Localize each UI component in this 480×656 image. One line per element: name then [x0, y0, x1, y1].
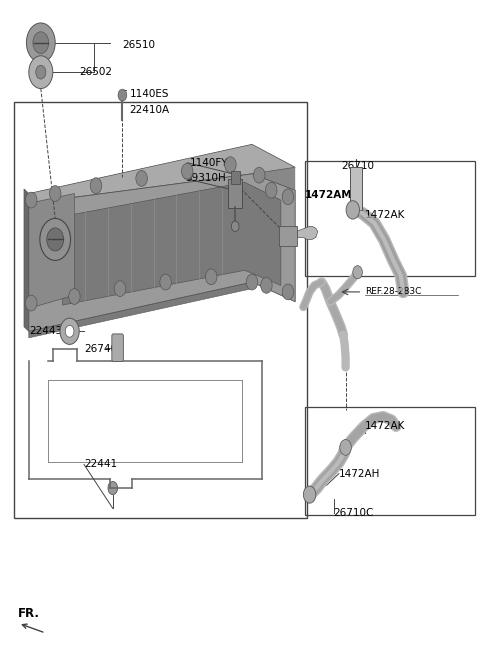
- Circle shape: [49, 186, 61, 201]
- Circle shape: [36, 65, 46, 79]
- Circle shape: [40, 218, 71, 260]
- Circle shape: [118, 89, 127, 101]
- Text: 22441: 22441: [84, 459, 117, 470]
- Circle shape: [353, 266, 362, 279]
- FancyBboxPatch shape: [228, 179, 242, 208]
- FancyBboxPatch shape: [350, 167, 362, 210]
- Circle shape: [33, 31, 49, 53]
- Text: 1472AM: 1472AM: [305, 190, 353, 201]
- Circle shape: [225, 157, 236, 173]
- Text: 26502: 26502: [79, 67, 112, 77]
- Polygon shape: [29, 282, 252, 338]
- Polygon shape: [29, 144, 295, 331]
- Circle shape: [253, 167, 265, 183]
- Circle shape: [90, 178, 102, 194]
- FancyBboxPatch shape: [279, 226, 297, 246]
- Polygon shape: [24, 189, 29, 331]
- Circle shape: [29, 56, 53, 89]
- FancyBboxPatch shape: [112, 334, 123, 361]
- Text: 1472AK: 1472AK: [365, 210, 405, 220]
- Bar: [305, 407, 475, 515]
- Text: 1140ES: 1140ES: [130, 89, 169, 99]
- Bar: [14, 102, 307, 518]
- Circle shape: [114, 281, 126, 297]
- Circle shape: [26, 23, 55, 62]
- FancyBboxPatch shape: [231, 171, 240, 184]
- Text: 22410A: 22410A: [130, 105, 170, 115]
- Circle shape: [282, 189, 294, 205]
- Circle shape: [69, 289, 80, 304]
- Circle shape: [25, 192, 37, 208]
- Circle shape: [303, 486, 316, 503]
- Text: 22443B: 22443B: [29, 326, 69, 337]
- Circle shape: [282, 284, 294, 300]
- Text: 26710: 26710: [341, 161, 374, 171]
- Circle shape: [181, 163, 193, 179]
- Polygon shape: [29, 144, 295, 203]
- Text: 1140FY: 1140FY: [190, 157, 228, 168]
- Circle shape: [65, 325, 74, 337]
- Polygon shape: [62, 182, 281, 305]
- Circle shape: [346, 201, 360, 219]
- Text: 39310H: 39310H: [185, 173, 226, 184]
- Text: 26510: 26510: [122, 39, 156, 50]
- Text: 1472AH: 1472AH: [339, 468, 380, 479]
- Bar: [305, 161, 475, 276]
- Text: 26740: 26740: [84, 344, 117, 354]
- Polygon shape: [29, 194, 74, 308]
- Circle shape: [47, 228, 64, 251]
- Circle shape: [246, 274, 258, 290]
- Circle shape: [60, 318, 79, 344]
- Text: 26710C: 26710C: [334, 508, 374, 518]
- Polygon shape: [298, 226, 318, 239]
- Text: 1472AK: 1472AK: [365, 421, 405, 432]
- Circle shape: [108, 482, 118, 495]
- Polygon shape: [29, 174, 295, 331]
- Text: REF.28-283C: REF.28-283C: [365, 287, 421, 297]
- Text: FR.: FR.: [18, 607, 40, 620]
- Circle shape: [25, 295, 37, 311]
- Circle shape: [231, 221, 239, 232]
- Circle shape: [205, 269, 217, 285]
- Circle shape: [340, 440, 351, 455]
- Circle shape: [136, 171, 147, 186]
- Circle shape: [265, 182, 277, 198]
- Circle shape: [261, 277, 272, 293]
- Circle shape: [160, 274, 171, 290]
